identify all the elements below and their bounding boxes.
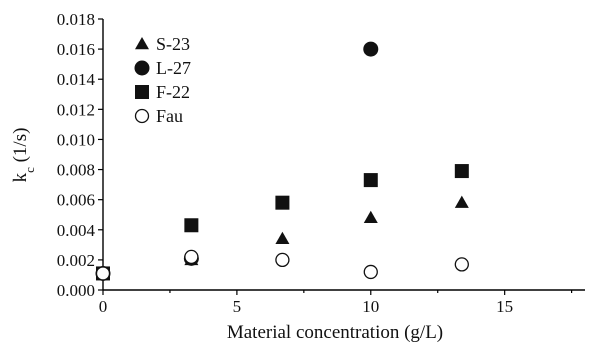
y-axis-label: kc (1/s): [10, 128, 37, 183]
data-point-fau: [184, 249, 199, 265]
legend-label-f-22: F-22: [156, 82, 190, 102]
data-point-fau: [363, 264, 378, 280]
data-point-s-23: [275, 231, 290, 245]
legend-marker-s-23: [135, 37, 149, 50]
y-tick-label: 0.016: [57, 40, 95, 59]
data-point-s-23: [454, 195, 469, 208]
data-point-fau: [95, 266, 111, 281]
y-tick-label: 0.004: [57, 221, 96, 240]
y-tick-label: 0.000: [57, 281, 95, 300]
y-tick-label: 0.010: [57, 130, 95, 149]
y-tick-label: 0.008: [57, 161, 95, 180]
y-tick-label: 0.012: [57, 100, 95, 119]
y-tick-label: 0.002: [57, 251, 95, 270]
y-tick-label: 0.018: [57, 10, 95, 29]
data-point-f-22: [363, 173, 378, 188]
x-tick-label: 0: [99, 297, 108, 316]
y-axis-label-subscript: c: [22, 167, 37, 173]
y-axis-label-main: k: [10, 172, 31, 182]
y-axis-label-unit: (1/s): [10, 128, 31, 168]
legend-marker-fau: [134, 108, 150, 124]
x-tick-label: 10: [362, 297, 379, 316]
legend-label-fau: Fau: [156, 106, 183, 126]
y-tick-label: 0.006: [57, 191, 95, 210]
axis-labels: Material concentration (g/L) kc (1/s): [10, 128, 443, 343]
data-point-f-22: [275, 195, 290, 210]
legend-label-s-23: S-23: [156, 34, 190, 54]
data-point-fau: [454, 257, 469, 272]
x-axis-label: Material concentration (g/L): [227, 322, 443, 343]
data-point-f-22: [454, 164, 469, 179]
x-tick-label: 15: [496, 297, 513, 316]
y-tick-label: 0.014: [57, 70, 96, 89]
legend: S-23 L-27 F-22 Fau: [134, 34, 191, 126]
legend-label-l-27: L-27: [156, 58, 191, 78]
x-tick-label: 5: [233, 297, 242, 316]
legend-marker-l-27: [134, 60, 150, 76]
data-point-fau: [275, 252, 290, 268]
data-point-f-22: [184, 218, 199, 233]
data-point-l-27: [363, 41, 379, 57]
ticks: 0.000 0.002 0.004 0.006 0.008 0.010 0.012 0.014…: [57, 10, 573, 316]
legend-marker-f-22: [135, 85, 149, 99]
data-point-s-23: [363, 210, 378, 223]
data-points: [95, 41, 469, 281]
